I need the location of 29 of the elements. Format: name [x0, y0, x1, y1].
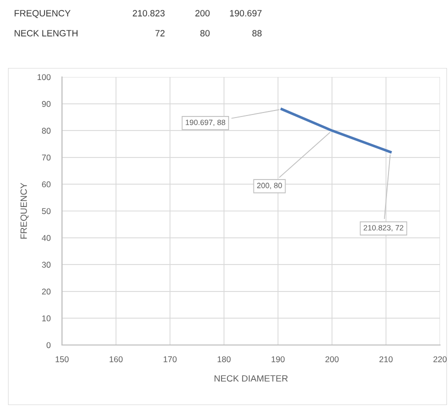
x-tick-label: 170: [164, 356, 177, 362]
y-tick-label: 10: [42, 315, 51, 322]
x-tick-label: 180: [218, 356, 231, 362]
x-tick-label: 210: [379, 356, 393, 362]
y-tick-label: 60: [42, 181, 51, 188]
y-tick-label: 40: [42, 235, 51, 241]
text: 80: [200, 30, 210, 36]
text: 88: [252, 30, 262, 36]
text: 200: [195, 10, 210, 16]
y-tick-label: 70: [42, 154, 51, 160]
text: FREQUENCY: [14, 10, 70, 18]
text: 72: [155, 30, 165, 36]
y-tick-label: 90: [42, 101, 51, 107]
text: 190.697: [230, 10, 262, 16]
text: 210.823: [132, 10, 165, 16]
x-tick-label: 190: [272, 356, 285, 362]
y-tick-label: 100: [38, 74, 51, 80]
y-tick-label: 0: [46, 342, 51, 348]
y-axis-title: FREQUENCY: [20, 182, 28, 239]
x-tick-label: 160: [110, 356, 123, 362]
text: NECK LENGTH: [14, 30, 78, 36]
y-tick-label: 50: [42, 208, 51, 214]
x-axis-title: NECK DIAMETER: [214, 375, 288, 382]
x-tick-label: 150: [56, 356, 69, 362]
y-tick-label: 20: [42, 288, 51, 294]
x-tick-label: 200: [325, 356, 339, 362]
y-tick-label: 30: [42, 262, 51, 268]
x-tick-label: 220: [433, 356, 447, 362]
y-tick-label: 80: [42, 128, 51, 134]
